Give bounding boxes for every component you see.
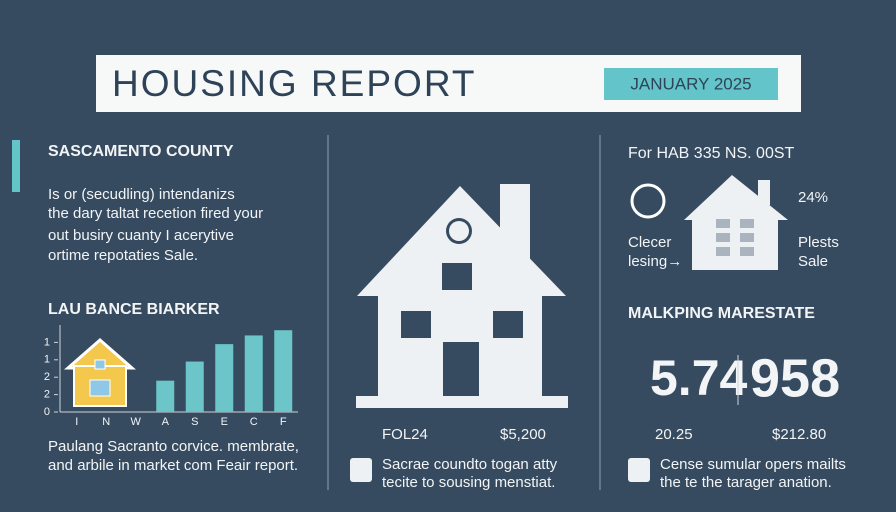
date: JANUARY 2025: [630, 74, 751, 93]
bar: [244, 335, 263, 412]
paragraph: out busiry cuanty I acerytive: [48, 227, 234, 244]
bar: [274, 330, 293, 412]
label: Sale: [798, 253, 828, 270]
x-tick-label: N: [102, 416, 110, 428]
x-tick-label: W: [131, 416, 142, 428]
footer: Sacrae coundto togan atty: [382, 456, 558, 473]
icon: [628, 458, 650, 482]
x-tick-label: I: [75, 416, 78, 428]
label: $212.80: [772, 426, 826, 443]
label: $5,200: [500, 426, 546, 443]
bar: [185, 361, 204, 412]
bar: [215, 344, 234, 412]
footer: and arbile in market com Feair report.: [48, 457, 298, 474]
y-tick-label: 1: [44, 336, 50, 348]
section-title: MALKPING MARESTATE: [628, 305, 815, 322]
x-tick-label: S: [191, 416, 198, 428]
y-tick-label: 0: [44, 406, 50, 418]
x-tick-label: E: [221, 416, 228, 428]
heading: For HAB 335 NS. 00ST: [628, 145, 795, 162]
y-tick-label: 1: [44, 354, 50, 366]
label: Clecer: [628, 234, 671, 251]
label: lesing→: [628, 253, 682, 270]
label: FOL24: [382, 426, 428, 443]
label: Plests: [798, 234, 839, 251]
icon: [350, 458, 372, 482]
paragraph: the dary taltat recetion fired your: [48, 205, 263, 222]
house-icon: [684, 175, 788, 270]
bar: [156, 380, 175, 412]
paragraph: Is or (secudling) intendanizs: [48, 186, 235, 203]
chart-title: LAU BANCE BIARKER: [48, 301, 220, 318]
date-badge: [604, 68, 778, 100]
x-tick-label: F: [280, 416, 287, 428]
y-tick-label: 2: [44, 371, 50, 383]
percent: 24%: [798, 189, 828, 206]
heading: SASCAMENTO COUNTY: [48, 143, 234, 160]
big-number: 958: [750, 348, 840, 408]
y-tick-label: 2: [44, 389, 50, 401]
x-tick-label: C: [250, 416, 258, 428]
footer: Cense sumular opers mailts: [660, 456, 846, 473]
footer: tecite to sousing menstiat.: [382, 474, 555, 491]
big-number: 5.74: [650, 350, 748, 406]
paragraph: ortime repotaties Sale.: [48, 247, 198, 264]
dollar-icon: [630, 183, 666, 219]
title: HOUSING REPORT: [112, 63, 476, 104]
x-tick-label: A: [162, 416, 170, 428]
footer: Paulang Sacranto corvice. membrate,: [48, 438, 299, 455]
accent: [12, 140, 20, 192]
label: 20.25: [655, 426, 693, 443]
house: [356, 184, 568, 408]
footer: the te the tarager anation.: [660, 474, 832, 491]
small-house: [64, 338, 136, 407]
